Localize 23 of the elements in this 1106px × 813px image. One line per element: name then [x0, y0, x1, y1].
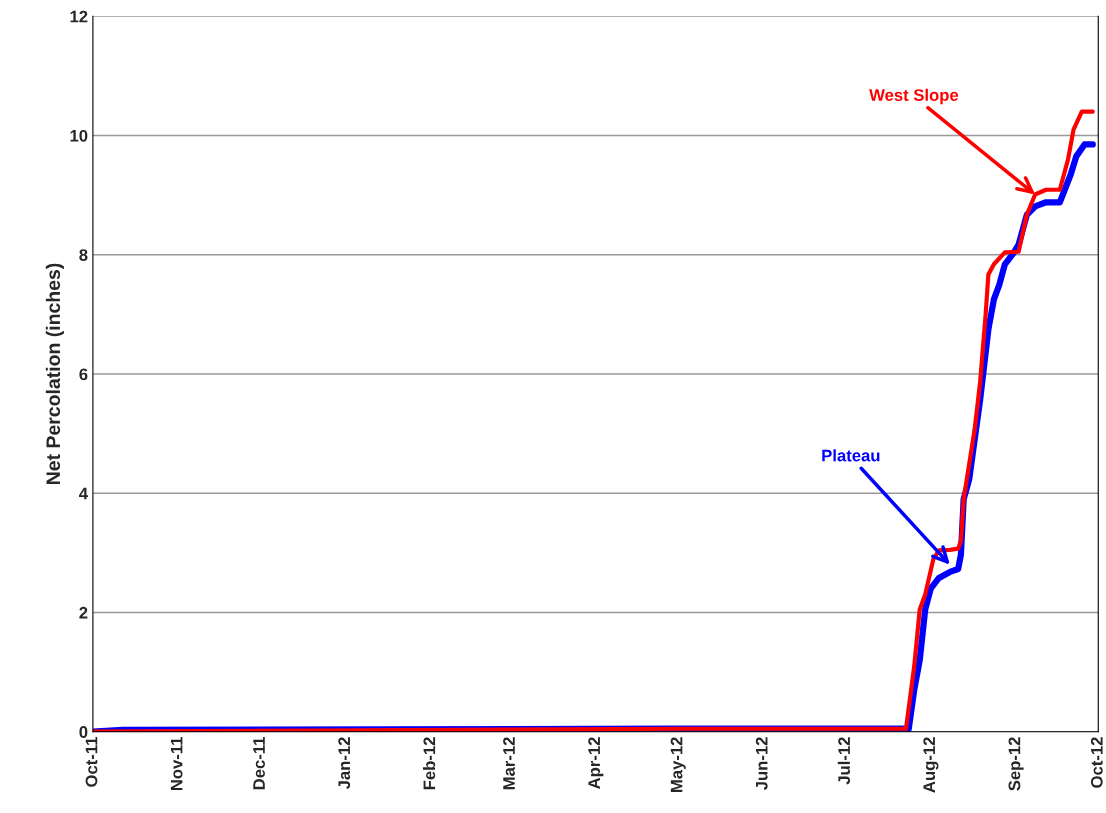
annotation: West Slope: [869, 88, 959, 105]
y-tick-label: 6: [79, 368, 88, 381]
y-axis-title: Net Percolation (inches): [45, 263, 64, 484]
y-tick-label: 12: [70, 10, 88, 23]
x-tick-label: Aug-12: [923, 737, 939, 793]
x-tick-label: Oct-11: [85, 737, 98, 787]
x-tick-label: Nov-11: [170, 737, 183, 791]
y-tick-label: 10: [70, 129, 88, 142]
x-tick-label: Mar-12: [503, 737, 515, 790]
x-tick-label: Jan-12: [338, 737, 351, 790]
x-tick-label: Dec-11: [253, 737, 265, 790]
x-tick-label: Feb-12: [423, 737, 436, 790]
x-tick-label: Apr-12: [588, 737, 604, 789]
x-tick-label: Sep-12: [1008, 737, 1024, 791]
y-tick-label: 0: [79, 726, 88, 738]
x-tick-label: May-12: [670, 737, 686, 792]
x-tick-label: Jul-12: [837, 737, 851, 785]
x-tick-label: Oct-12: [1090, 737, 1103, 788]
y-tick-label: 4: [79, 487, 88, 500]
y-tick-label: 8: [79, 249, 88, 261]
annotation: Plateau: [822, 449, 880, 462]
y-tick-label: 2: [79, 606, 88, 619]
x-tick-label: Jun-12: [755, 737, 768, 791]
